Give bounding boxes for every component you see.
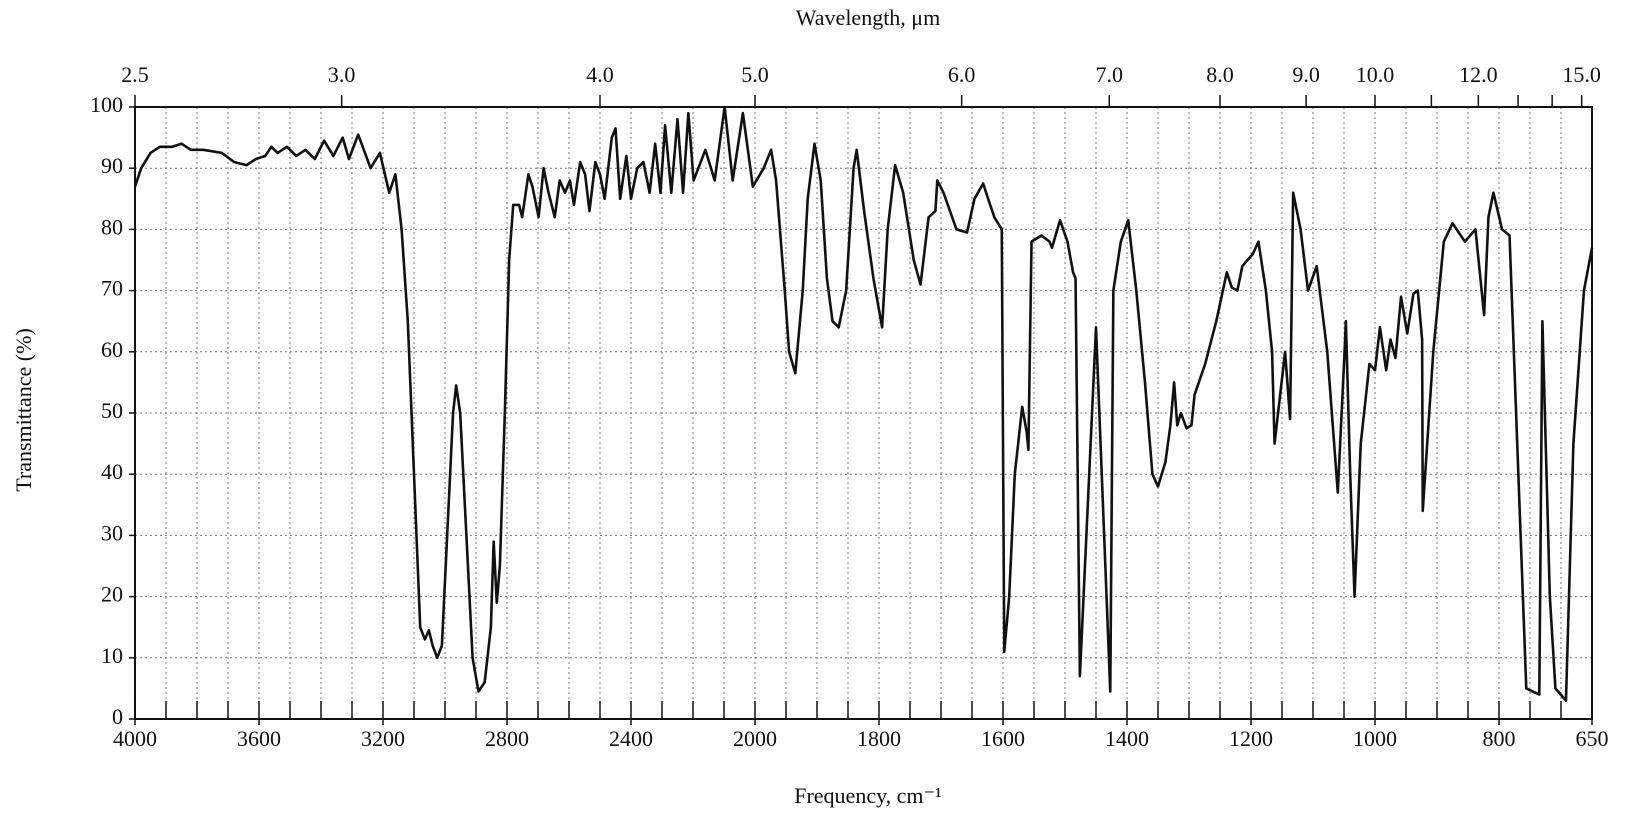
y-tick-label: 60 [101, 337, 123, 362]
x-tick-label: 800 [1483, 726, 1516, 751]
top-tick-label: 7.0 [1096, 62, 1124, 87]
y-tick-label: 100 [90, 92, 123, 117]
top-tick-label: 8.0 [1206, 62, 1234, 87]
x-tick-label: 3200 [361, 726, 405, 751]
top-tick-label: 9.0 [1292, 62, 1320, 87]
x-tick-label: 1800 [857, 726, 901, 751]
x-tick-label: 2400 [609, 726, 653, 751]
top-tick-label: 10.0 [1356, 62, 1395, 87]
spectrum-line [133, 105, 1594, 702]
x-tick-label: 1600 [981, 726, 1025, 751]
y-tick-label: 70 [101, 276, 123, 301]
y-tick-label: 50 [101, 398, 123, 423]
x-tick-label: 3600 [237, 726, 281, 751]
x-tick-label: 4000 [113, 726, 157, 751]
top-tick-label: 15.0 [1562, 62, 1601, 87]
top-axis-title: Wavelength, μm [796, 5, 940, 30]
top-tick-label: 2.5 [121, 62, 149, 87]
y-tick-label: 20 [101, 582, 123, 607]
x-tick-label: 1400 [1105, 726, 1149, 751]
top-tick-label: 4.0 [586, 62, 614, 87]
top-tick-label: 3.0 [328, 62, 356, 87]
y-tick-label: 80 [101, 214, 123, 239]
x-tick-label: 650 [1576, 726, 1609, 751]
y-tick-label: 90 [101, 153, 123, 178]
y-tick-label: 30 [101, 520, 123, 545]
x-tick-label: 2800 [485, 726, 529, 751]
x-tick-label: 1200 [1229, 726, 1273, 751]
x-axis-title: Frequency, cm⁻¹ [794, 783, 942, 808]
x-tick-label: 1000 [1353, 726, 1397, 751]
y-tick-label: 40 [101, 459, 123, 484]
x-tick-label: 2000 [733, 726, 777, 751]
top-tick-label: 12.0 [1459, 62, 1498, 87]
y-axis-title: Transmittance (%) [11, 328, 36, 492]
y-tick-label: 10 [101, 643, 123, 668]
top-tick-label: 6.0 [948, 62, 976, 87]
y-tick-label: 0 [112, 704, 123, 729]
top-tick-label: 5.0 [741, 62, 769, 87]
